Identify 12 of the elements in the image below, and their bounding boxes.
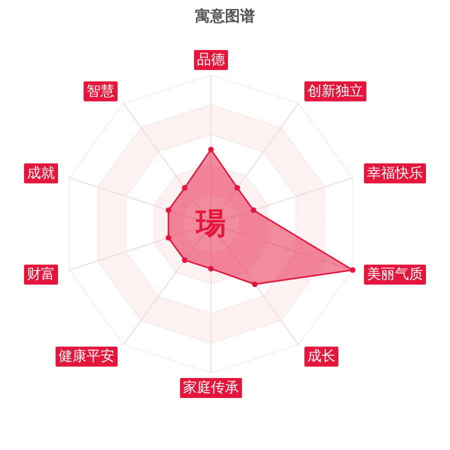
- spoke-label: 创新独立: [307, 83, 364, 100]
- spoke-label: 品德: [197, 52, 225, 68]
- spoke-label: 财富: [27, 266, 56, 283]
- spoke-label: 智慧: [86, 83, 115, 100]
- text: 瑒: [195, 206, 226, 242]
- spoke-label: 成长: [307, 348, 336, 365]
- spoke-label: 美丽气质: [366, 266, 423, 283]
- spoke-label: 健康平安: [58, 348, 115, 365]
- spoke-label: 成就: [27, 165, 56, 182]
- spoke-label: 家庭传承: [183, 380, 239, 396]
- spoke-label: 幸福快乐: [366, 165, 423, 182]
- chart-title: 寓意图谱: [195, 7, 255, 25]
